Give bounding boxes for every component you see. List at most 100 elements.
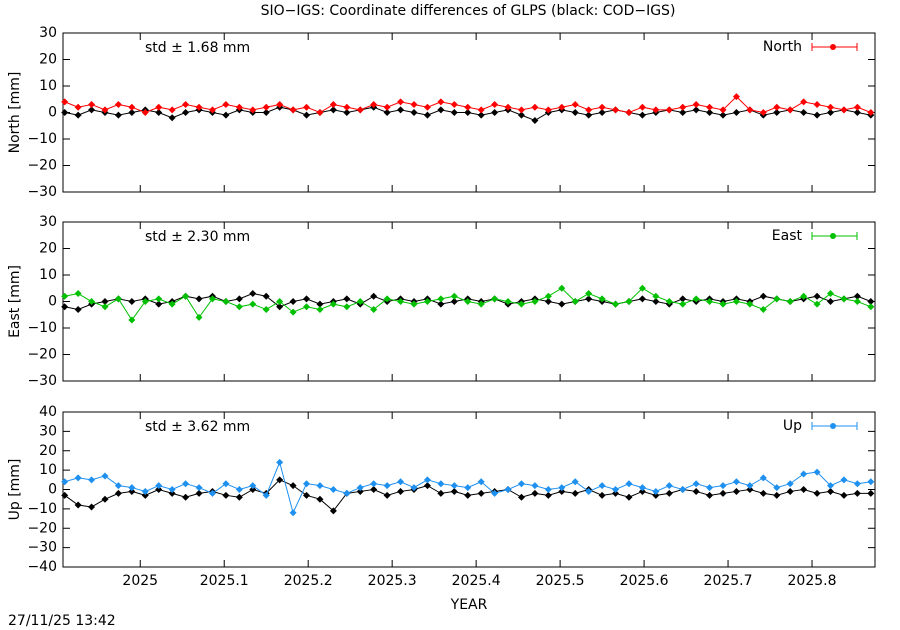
data-point <box>826 109 834 116</box>
data-point <box>867 478 875 486</box>
data-point <box>759 109 767 116</box>
data-point <box>168 106 176 114</box>
data-point <box>867 109 875 116</box>
data-point <box>195 295 203 303</box>
data-point <box>114 111 122 119</box>
data-point <box>329 106 337 114</box>
data-point <box>719 489 727 497</box>
data-point <box>800 292 808 300</box>
data-point <box>867 298 875 305</box>
y-tick-label: −20 <box>27 520 57 536</box>
data-point <box>410 101 418 109</box>
data-point <box>638 484 646 492</box>
x-tick-label: 2025.5 <box>536 573 585 589</box>
data-point <box>800 98 808 106</box>
data-point <box>491 101 499 109</box>
data-point <box>800 470 808 478</box>
data-point <box>141 491 149 499</box>
data-point <box>746 482 754 490</box>
data-point <box>544 298 552 305</box>
data-point <box>329 507 337 515</box>
data-point <box>612 300 620 308</box>
legend-marker <box>830 44 836 50</box>
data-point <box>276 298 284 305</box>
x-axis-label: YEAR <box>450 597 488 613</box>
data-point <box>114 101 122 109</box>
data-point <box>598 103 606 111</box>
data-point <box>383 491 391 499</box>
data-point <box>155 486 163 493</box>
data-point <box>450 482 458 490</box>
data-point <box>544 491 552 499</box>
data-point <box>155 295 163 303</box>
data-point <box>706 103 714 111</box>
data-point <box>262 103 270 111</box>
data-point <box>706 484 714 492</box>
data-point <box>423 476 431 484</box>
data-point <box>343 103 351 111</box>
data-point <box>826 103 834 111</box>
data-point <box>692 487 700 495</box>
data-point <box>276 101 284 109</box>
data-point <box>101 303 109 311</box>
data-point <box>826 482 834 490</box>
data-point <box>208 106 216 114</box>
y-axis-label: Up [mm] <box>7 459 23 521</box>
data-point <box>853 103 861 111</box>
data-point <box>813 111 821 119</box>
data-point <box>222 111 230 119</box>
y-tick-label: 30 <box>39 423 57 439</box>
data-point <box>235 303 243 311</box>
data-point <box>585 295 593 303</box>
data-point <box>383 109 391 116</box>
data-point <box>746 486 754 493</box>
x-tick-label: 2025.4 <box>452 573 501 589</box>
data-point <box>397 298 405 305</box>
legend-marker <box>830 423 836 429</box>
data-point <box>316 300 324 308</box>
data-point <box>491 295 499 303</box>
data-point <box>114 295 122 303</box>
data-point <box>88 503 96 511</box>
annotation: std ± 3.62 mm <box>145 419 250 435</box>
data-point <box>88 101 96 109</box>
y-tick-label: 20 <box>39 443 57 459</box>
data-point <box>168 300 176 308</box>
data-point <box>759 292 767 300</box>
data-point <box>410 300 418 308</box>
data-point <box>276 458 284 466</box>
data-point <box>235 103 243 111</box>
data-point <box>665 298 673 305</box>
data-point <box>706 491 714 499</box>
data-point <box>249 290 257 298</box>
data-point <box>773 491 781 499</box>
data-point <box>249 486 257 493</box>
data-point <box>423 298 431 305</box>
data-point <box>679 109 687 116</box>
data-point <box>141 298 149 305</box>
data-point <box>504 486 512 493</box>
data-point <box>437 489 445 497</box>
data-point <box>544 292 552 300</box>
data-point <box>786 298 794 305</box>
data-point <box>477 300 485 308</box>
data-point <box>370 486 378 493</box>
data-point <box>652 487 660 495</box>
data-point <box>813 489 821 497</box>
data-point <box>517 111 525 119</box>
data-point <box>356 106 364 114</box>
data-point <box>491 109 499 116</box>
data-point <box>638 111 646 119</box>
data-point <box>168 489 176 497</box>
data-point <box>316 305 324 313</box>
data-point <box>289 106 297 114</box>
data-point <box>652 292 660 300</box>
data-point <box>665 106 673 114</box>
data-point <box>74 111 82 119</box>
y-axis-label: East [mm] <box>7 265 23 338</box>
data-point <box>826 487 834 495</box>
data-point <box>182 109 190 116</box>
data-point <box>719 482 727 490</box>
